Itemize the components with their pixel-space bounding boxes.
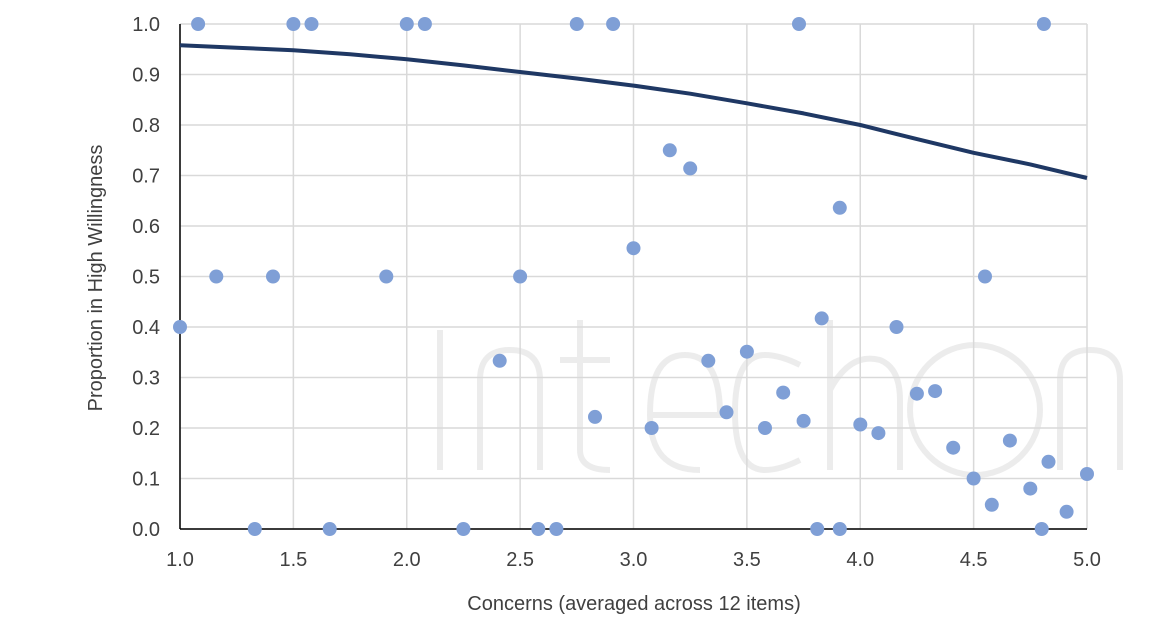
data-point bbox=[966, 471, 981, 486]
data-point bbox=[399, 17, 414, 31]
data-point bbox=[322, 522, 337, 536]
data-point bbox=[209, 269, 224, 284]
x-axis-ticks: 1.0 1.5 2.0 2.5 3.0 3.5 4.0 4.5 5.0 bbox=[166, 549, 1101, 571]
data-point bbox=[683, 161, 698, 176]
data-point bbox=[701, 353, 716, 368]
x-tick-label: 3.5 bbox=[733, 549, 761, 571]
data-point bbox=[853, 417, 868, 432]
data-point bbox=[928, 384, 943, 399]
data-point bbox=[606, 17, 621, 31]
data-point bbox=[946, 440, 961, 455]
y-tick-label: 0.1 bbox=[132, 469, 160, 491]
data-point bbox=[1002, 433, 1017, 448]
data-point bbox=[814, 311, 829, 326]
data-point bbox=[889, 320, 904, 334]
data-point bbox=[266, 269, 280, 284]
y-tick-label: 0.9 bbox=[132, 65, 160, 87]
data-point bbox=[792, 17, 806, 31]
y-tick-label: 0.0 bbox=[132, 519, 160, 541]
x-tick-label: 2.0 bbox=[393, 549, 421, 571]
data-point bbox=[644, 421, 659, 435]
data-point bbox=[719, 405, 734, 420]
data-point bbox=[191, 17, 206, 31]
data-point bbox=[492, 353, 507, 368]
fitted-curve-layer bbox=[179, 43, 1088, 180]
data-point bbox=[662, 143, 677, 158]
y-tick-label: 0.4 bbox=[132, 317, 160, 339]
data-point bbox=[417, 17, 432, 31]
data-point bbox=[984, 497, 999, 512]
y-tick-label: 0.3 bbox=[132, 368, 160, 390]
data-point bbox=[832, 522, 847, 536]
data-point bbox=[1041, 454, 1056, 469]
y-tick-label: 0.6 bbox=[132, 216, 160, 238]
y-tick-label: 0.5 bbox=[132, 267, 160, 289]
y-tick-label: 1.0 bbox=[132, 14, 160, 36]
x-tick-label: 1.5 bbox=[279, 549, 307, 571]
data-point bbox=[569, 17, 584, 31]
data-point bbox=[456, 522, 471, 536]
y-tick-label: 0.7 bbox=[132, 166, 160, 188]
data-point bbox=[286, 17, 301, 31]
data-point bbox=[379, 269, 394, 284]
y-tick-label: 0.8 bbox=[132, 115, 160, 137]
data-point bbox=[549, 522, 564, 536]
data-point bbox=[531, 522, 546, 536]
data-point bbox=[1036, 17, 1051, 31]
y-axis-title: Proportion in High Willingness bbox=[85, 145, 107, 412]
data-point bbox=[513, 269, 528, 284]
data-point bbox=[796, 413, 811, 428]
data-point bbox=[978, 269, 992, 284]
x-tick-label: 5.0 bbox=[1073, 549, 1101, 571]
data-point bbox=[776, 385, 791, 400]
data-point bbox=[626, 241, 641, 256]
x-tick-label: 1.0 bbox=[166, 549, 194, 571]
data-point bbox=[173, 320, 187, 334]
data-points-layer bbox=[173, 17, 1094, 536]
x-tick-label: 3.0 bbox=[620, 549, 648, 571]
x-tick-label: 4.0 bbox=[846, 549, 874, 571]
data-point bbox=[739, 344, 754, 359]
data-point bbox=[1034, 522, 1049, 536]
data-point bbox=[1059, 504, 1074, 519]
data-point bbox=[832, 200, 847, 215]
data-point bbox=[1023, 481, 1038, 496]
data-point bbox=[758, 421, 772, 435]
data-point bbox=[909, 386, 924, 401]
data-point bbox=[304, 17, 319, 31]
data-point bbox=[810, 522, 825, 536]
y-axis-ticks: 0.0 0.1 0.2 0.3 0.4 0.5 0.6 0.7 0.8 0.9 1.0 bbox=[132, 14, 160, 541]
x-axis-title: Concerns (averaged across 12 items) bbox=[467, 593, 800, 615]
data-point bbox=[247, 522, 262, 536]
data-point bbox=[588, 409, 602, 424]
watermark-logo bbox=[437, 320, 1123, 478]
x-tick-label: 2.5 bbox=[506, 549, 534, 571]
data-point bbox=[1080, 467, 1094, 481]
x-tick-label: 4.5 bbox=[960, 549, 988, 571]
data-point bbox=[871, 426, 886, 441]
y-tick-label: 0.2 bbox=[132, 418, 160, 440]
fitted-curve bbox=[179, 43, 1088, 180]
